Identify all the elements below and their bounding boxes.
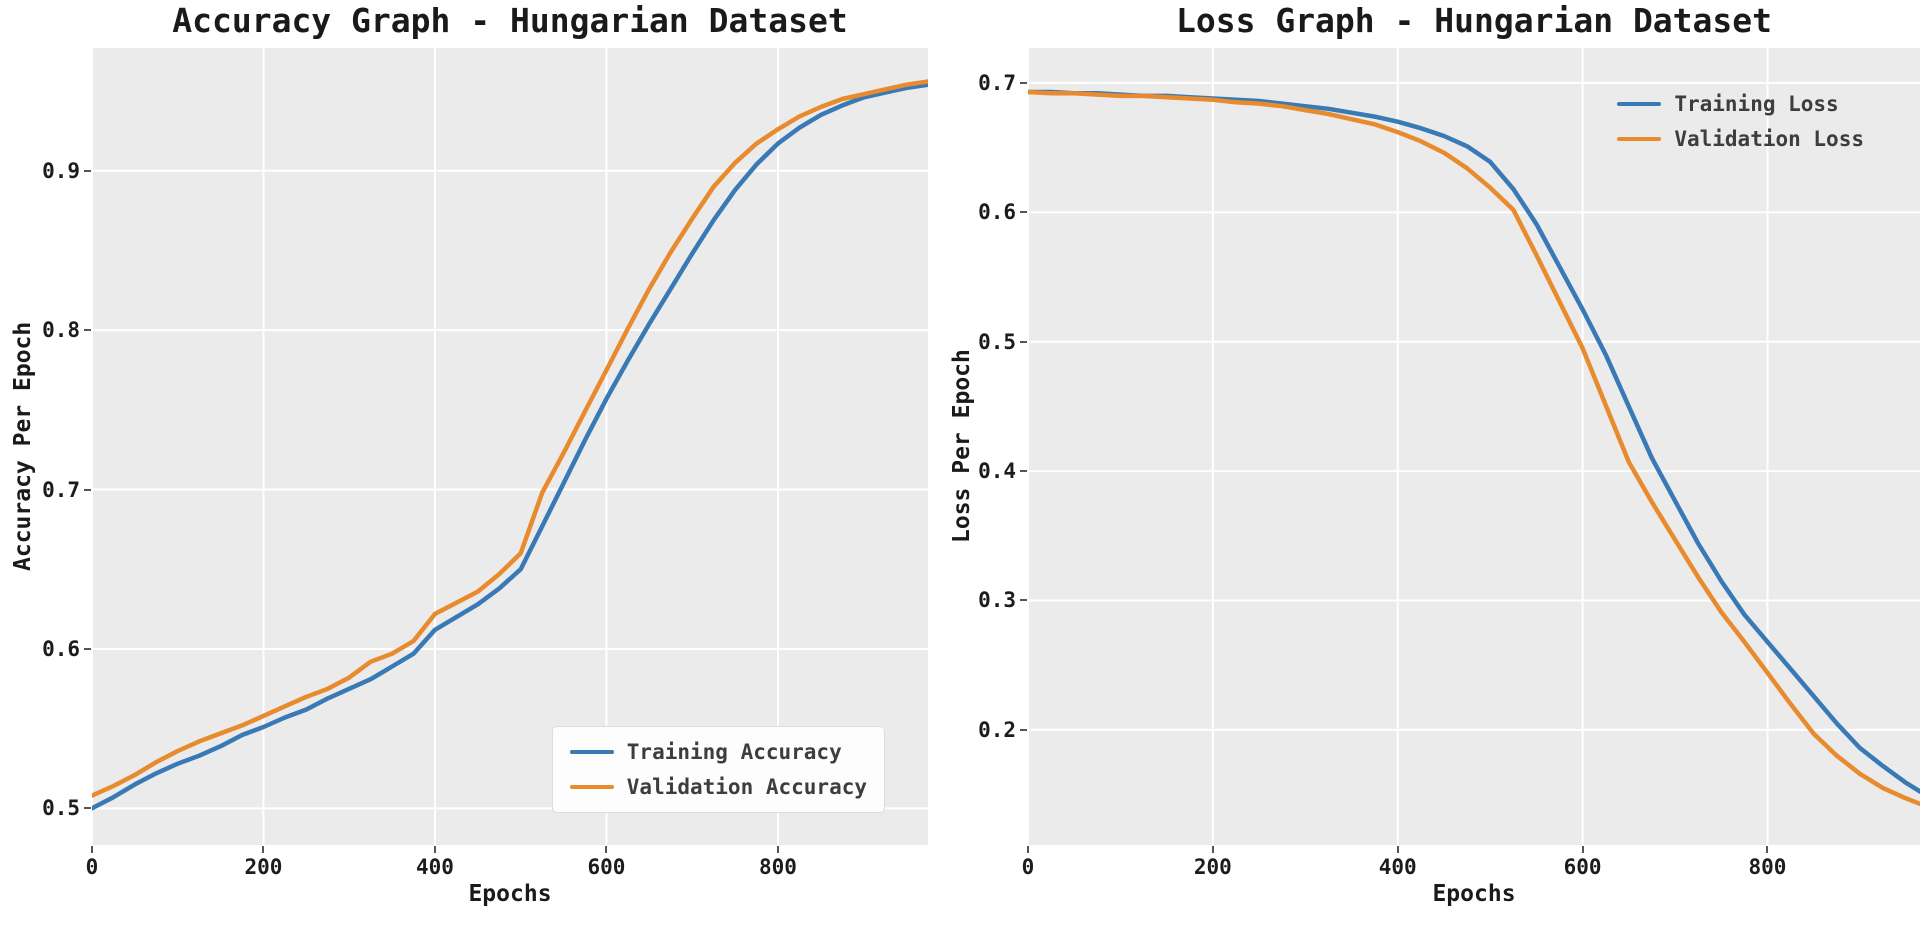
y-tick-label: 0.7 bbox=[978, 70, 1016, 95]
y-tick-label: 0.5 bbox=[42, 796, 80, 821]
x-tick-mark bbox=[1396, 846, 1399, 853]
y-tick-mark bbox=[84, 329, 91, 332]
legend-entry: Training Accuracy bbox=[569, 740, 867, 764]
accuracy-x-axis-label: Epochs bbox=[468, 881, 552, 907]
series-line bbox=[92, 79, 928, 798]
legend-label: Training Accuracy bbox=[626, 740, 842, 764]
x-tick-label: 400 bbox=[1378, 855, 1417, 879]
series-line bbox=[1028, 89, 1920, 795]
x-tick-label: 800 bbox=[1748, 855, 1787, 879]
x-tick-mark bbox=[1766, 846, 1769, 853]
y-tick-label: 0.9 bbox=[42, 158, 80, 183]
x-tick-mark bbox=[1581, 846, 1584, 853]
y-tick-mark bbox=[1020, 599, 1027, 602]
accuracy-chart-panel: Accuracy Graph - Hungarian Dataset Accur… bbox=[10, 1, 928, 907]
y-tick-label: 0.5 bbox=[978, 329, 1016, 354]
y-tick-mark bbox=[84, 169, 91, 172]
x-tick-label: 600 bbox=[1563, 855, 1602, 879]
x-tick-mark bbox=[1211, 846, 1214, 853]
y-tick-mark bbox=[84, 647, 91, 650]
y-tick-label: 0.6 bbox=[978, 200, 1016, 225]
y-tick-label: 0.8 bbox=[42, 318, 80, 343]
y-tick-label: 0.6 bbox=[42, 636, 80, 661]
y-tick-mark bbox=[1020, 728, 1027, 731]
x-tick-label: 0 bbox=[1021, 855, 1035, 879]
accuracy-plot-area: Training Accuracy Validation Accuracy bbox=[92, 48, 928, 845]
x-tick-mark bbox=[91, 846, 93, 853]
x-tick-mark bbox=[262, 846, 265, 853]
y-tick-mark bbox=[84, 807, 91, 810]
x-tick-label: 600 bbox=[587, 855, 626, 879]
loss-legend: Training Loss Validation Loss bbox=[1617, 92, 1864, 151]
accuracy-chart-title: Accuracy Graph - Hungarian Dataset bbox=[172, 1, 848, 40]
x-tick-mark bbox=[605, 846, 608, 853]
y-tick-mark bbox=[1020, 211, 1027, 214]
legend-label: Validation Accuracy bbox=[626, 775, 867, 799]
loss-chart-panel: Loss Graph - Hungarian Dataset Loss Per … bbox=[949, 0, 1925, 929]
loss-plot-area: Training Loss Validation Loss bbox=[1028, 48, 1920, 845]
y-tick-mark bbox=[1020, 340, 1027, 343]
legend-label: Training Loss bbox=[1674, 92, 1839, 116]
x-tick-mark bbox=[1027, 846, 1029, 853]
legend-label: Validation Loss bbox=[1674, 127, 1864, 151]
legend-entry: Validation Accuracy bbox=[569, 775, 867, 799]
legend-line-swatch bbox=[569, 785, 614, 789]
y-tick-mark bbox=[1020, 470, 1027, 473]
y-tick-label: 0.4 bbox=[978, 459, 1016, 484]
legend-line-swatch bbox=[1617, 137, 1662, 141]
x-tick-label: 200 bbox=[1193, 855, 1232, 879]
series-line bbox=[1028, 89, 1920, 807]
legend-line-swatch bbox=[1617, 102, 1662, 106]
loss-chart-title: Loss Graph - Hungarian Dataset bbox=[1175, 1, 1773, 40]
accuracy-legend: Training Accuracy Validation Accuracy bbox=[551, 726, 885, 813]
y-tick-label: 0.7 bbox=[42, 477, 80, 502]
legend-entry: Validation Loss bbox=[1617, 127, 1864, 151]
x-tick-label: 400 bbox=[416, 855, 454, 879]
x-tick-label: 0 bbox=[85, 855, 99, 879]
x-tick-label: 200 bbox=[244, 855, 283, 879]
y-tick-label: 0.3 bbox=[978, 588, 1016, 613]
y-tick-mark bbox=[1020, 81, 1027, 84]
x-tick-mark bbox=[433, 846, 436, 853]
plot-canvas bbox=[92, 48, 928, 845]
x-tick-mark bbox=[776, 846, 779, 853]
legend-line-swatch bbox=[569, 750, 614, 754]
series-line bbox=[92, 82, 928, 811]
loss-x-axis-label: Epochs bbox=[1432, 881, 1516, 907]
y-tick-mark bbox=[84, 488, 91, 491]
plot-canvas bbox=[1028, 48, 1920, 845]
y-tick-label: 0.2 bbox=[978, 717, 1016, 742]
x-tick-label: 800 bbox=[758, 855, 797, 879]
legend-entry: Training Loss bbox=[1617, 92, 1864, 116]
